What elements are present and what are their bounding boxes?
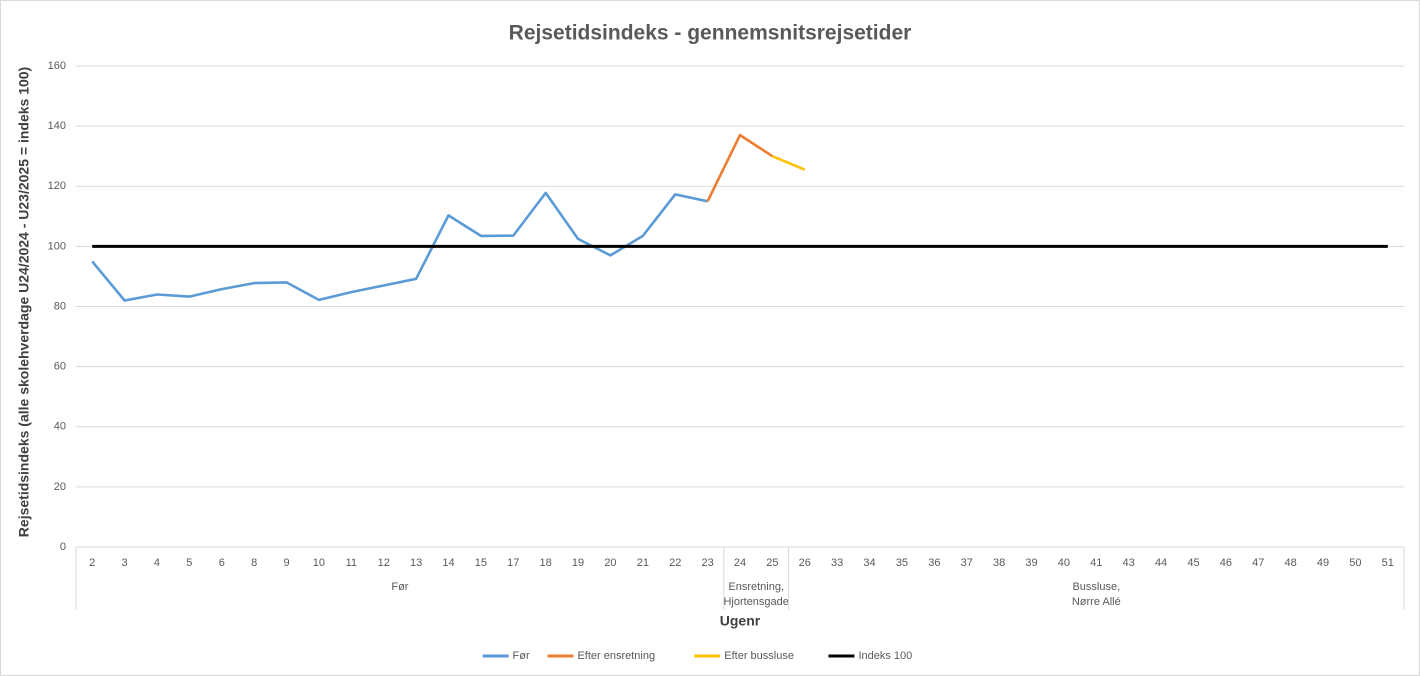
x-tick-label: 10 bbox=[313, 557, 325, 569]
x-tick-label: 9 bbox=[283, 557, 289, 569]
x-tick-label: 2 bbox=[89, 557, 95, 569]
legend-label: Før bbox=[513, 650, 530, 662]
y-tick-label: 40 bbox=[54, 421, 66, 433]
x-axis-title: Ugenr bbox=[720, 613, 761, 629]
y-axis-title: Rejsetidsindeks (alle skolehverdage U24/… bbox=[16, 67, 32, 537]
x-tick-label: 4 bbox=[154, 557, 160, 569]
legend-label: Efter ensretning bbox=[577, 650, 655, 662]
x-tick-label: 20 bbox=[604, 557, 616, 569]
legend-label: Indeks 100 bbox=[858, 650, 912, 662]
x-tick-label: 45 bbox=[1187, 557, 1199, 569]
x-tick-label: 37 bbox=[961, 557, 973, 569]
group-label: Før bbox=[391, 581, 408, 593]
x-tick-label: 15 bbox=[475, 557, 487, 569]
x-tick-label: 12 bbox=[378, 557, 390, 569]
x-tick-label: 48 bbox=[1285, 557, 1297, 569]
x-tick-label: 41 bbox=[1090, 557, 1102, 569]
x-tick-label: 25 bbox=[766, 557, 778, 569]
x-tick-label: 3 bbox=[122, 557, 128, 569]
legend-label: Efter bussluse bbox=[724, 650, 794, 662]
x-tick-label: 18 bbox=[540, 557, 552, 569]
x-tick-label: 21 bbox=[637, 557, 649, 569]
x-tick-label: 49 bbox=[1317, 557, 1329, 569]
x-tick-label: 33 bbox=[831, 557, 843, 569]
x-tick-label: 39 bbox=[1025, 557, 1037, 569]
x-tick-label: 44 bbox=[1155, 557, 1167, 569]
x-tick-label: 46 bbox=[1220, 557, 1232, 569]
group-label: Nørre Allé bbox=[1072, 596, 1121, 608]
y-tick-label: 120 bbox=[48, 180, 66, 192]
x-tick-label: 22 bbox=[669, 557, 681, 569]
group-label: Hjortensgade bbox=[723, 596, 788, 608]
y-tick-label: 80 bbox=[54, 300, 66, 312]
x-tick-label: 43 bbox=[1123, 557, 1135, 569]
x-tick-label: 36 bbox=[928, 557, 940, 569]
x-tick-label: 23 bbox=[701, 557, 713, 569]
y-tick-label: 140 bbox=[48, 120, 66, 132]
x-tick-label: 40 bbox=[1058, 557, 1070, 569]
group-label: Bussluse, bbox=[1072, 581, 1120, 593]
series-line bbox=[771, 155, 806, 171]
y-tick-label: 100 bbox=[48, 240, 66, 252]
y-tick-label: 0 bbox=[60, 541, 66, 553]
x-tick-label: 47 bbox=[1252, 557, 1264, 569]
x-tick-label: 11 bbox=[346, 557, 357, 569]
group-label: Ensretning, bbox=[728, 581, 784, 593]
y-tick-label: 60 bbox=[54, 361, 66, 373]
x-tick-label: 8 bbox=[251, 557, 257, 569]
x-tick-label: 24 bbox=[734, 557, 746, 569]
x-tick-label: 17 bbox=[507, 557, 519, 569]
x-tick-label: 38 bbox=[993, 557, 1005, 569]
series-line bbox=[91, 191, 708, 302]
x-tick-label: 35 bbox=[896, 557, 908, 569]
x-tick-label: 13 bbox=[410, 557, 422, 569]
x-tick-label: 51 bbox=[1382, 557, 1394, 569]
x-tick-label: 19 bbox=[572, 557, 584, 569]
series-line bbox=[706, 133, 774, 202]
x-tick-label: 14 bbox=[442, 557, 454, 569]
chart-title: Rejsetidsindeks - gennemsnitsrejsetider bbox=[509, 22, 912, 45]
x-tick-label: 50 bbox=[1349, 557, 1361, 569]
y-tick-label: 160 bbox=[48, 60, 66, 72]
x-tick-label: 6 bbox=[219, 557, 225, 569]
y-tick-label: 20 bbox=[54, 481, 66, 493]
x-tick-label: 26 bbox=[799, 557, 811, 569]
x-tick-label: 5 bbox=[186, 557, 192, 569]
x-tick-label: 34 bbox=[863, 557, 875, 569]
